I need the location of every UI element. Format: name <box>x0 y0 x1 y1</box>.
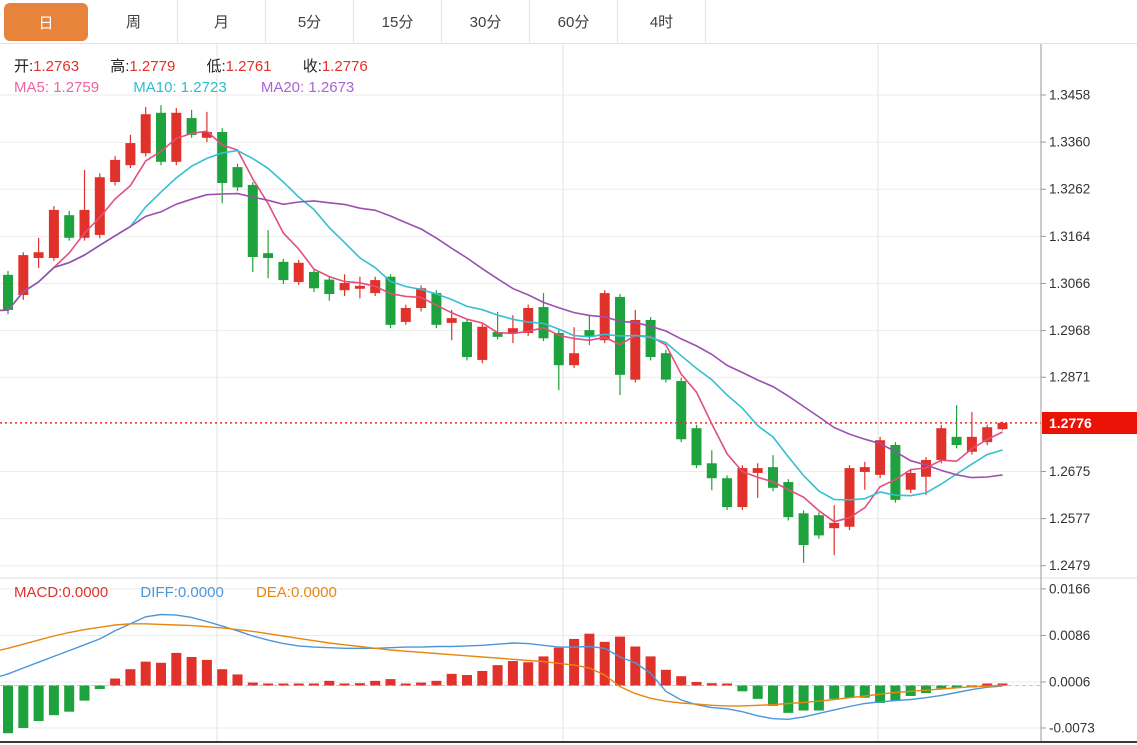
candles-layer <box>3 105 1008 563</box>
price-tick-label: 1.2479 <box>1049 558 1090 573</box>
price-tick-label: 1.2871 <box>1049 370 1090 385</box>
macd-label: MACD: <box>14 584 63 601</box>
high-value: 1.2779 <box>129 58 176 75</box>
price-tick-label: 1.3164 <box>1049 229 1091 244</box>
timeframe-tabbar: 日 周 月 5分 15分 30分 60分 4时 <box>0 0 1137 44</box>
macd-tick-label: -0.0073 <box>1049 720 1095 735</box>
ma10-value: 1.2723 <box>180 79 227 96</box>
ma20-label: MA20: <box>260 79 305 96</box>
last-price-tag: 1.2776 <box>1042 412 1137 434</box>
tab-week[interactable]: 周 <box>90 0 178 43</box>
price-tick-label: 1.2968 <box>1049 323 1090 338</box>
diff-value: 0.0000 <box>177 584 224 601</box>
tab-month[interactable]: 月 <box>178 0 266 43</box>
low-value: 1.2761 <box>225 58 272 75</box>
price-tick-label: 1.3458 <box>1049 88 1090 103</box>
ma5-label: MA5: <box>14 79 50 96</box>
dea-line <box>0 623 1003 707</box>
macd-tick-label: 0.0086 <box>1049 628 1090 643</box>
tab-day[interactable]: 日 <box>4 3 88 41</box>
close-value: 1.2776 <box>321 58 368 75</box>
price-tick-label: 1.2675 <box>1049 464 1090 479</box>
price-tick-label: 1.3360 <box>1049 135 1090 150</box>
tab-15min[interactable]: 15分 <box>354 0 442 43</box>
ma5-value: 1.2759 <box>53 79 100 96</box>
tab-30min[interactable]: 30分 <box>442 0 530 43</box>
tab-60min[interactable]: 60分 <box>530 0 618 43</box>
open-label: 开: <box>14 58 34 75</box>
ma5-line <box>0 130 1003 523</box>
price-tick-label: 1.3262 <box>1049 182 1090 197</box>
diff-label: DIFF: <box>140 584 178 601</box>
macd-tick-label: 0.0006 <box>1049 675 1090 690</box>
tab-4hour[interactable]: 4时 <box>618 0 706 43</box>
ma10-line <box>0 149 1003 501</box>
dea-value: 0.0000 <box>290 584 337 601</box>
tabbar-spacer <box>706 0 1137 43</box>
high-label: 高: <box>110 58 130 75</box>
ma20-value: 1.2673 <box>308 79 355 96</box>
close-label: 收: <box>302 58 322 75</box>
macd-readout: MACD:0.0000 DIFF:0.0000 DEA:0.0000 <box>14 584 365 601</box>
tab-5min[interactable]: 5分 <box>266 0 354 43</box>
price-tick-label: 1.2577 <box>1049 511 1090 526</box>
macd-tick-label: 0.0166 <box>1049 581 1090 596</box>
open-value: 1.2763 <box>33 58 80 75</box>
price-tick-label: 1.3066 <box>1049 276 1090 291</box>
diff-line <box>0 613 1003 721</box>
ma20-line <box>0 192 1003 479</box>
ma10-label: MA10: <box>133 79 177 96</box>
ma-readout: MA5: 1.2759 MA10: 1.2723 MA20: 1.2673 <box>14 79 384 96</box>
macd-histogram <box>3 633 1008 734</box>
ohlc-readout: 开:1.2763 高:1.2779 低:1.2761 收:1.2776 <box>14 55 395 76</box>
dea-label: DEA: <box>255 584 291 601</box>
low-label: 低: <box>206 58 226 75</box>
macd-value: 0.0000 <box>62 584 109 601</box>
